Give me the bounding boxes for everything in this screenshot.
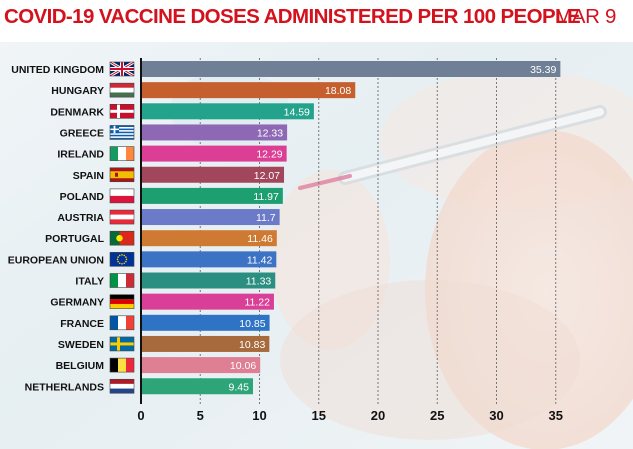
category-label: SWEDEN [58, 339, 104, 351]
bar [141, 209, 280, 226]
bar [141, 61, 561, 77]
category-label: HUNGARY [51, 85, 104, 97]
flag-icon-eu [109, 252, 135, 267]
bar-value-label: 14.59 [284, 106, 310, 118]
category-label: UNITED KINGDOM [11, 64, 104, 76]
x-tick-label: 0 [137, 408, 144, 423]
bar [141, 187, 283, 204]
x-tick-label: 30 [489, 408, 503, 423]
bar-value-label: 18.08 [325, 85, 351, 97]
chart-title: COVID-19 VACCINE DOSES ADMINISTERED PER … [4, 5, 581, 28]
flag-icon-fr [109, 315, 135, 331]
bar [141, 82, 356, 99]
category-label: SPAIN [73, 170, 104, 182]
flag-icon-pl [109, 188, 135, 204]
bar-value-label: 35.39 [530, 64, 556, 76]
bar-value-label: 10.83 [239, 339, 265, 351]
bar-value-label: 11.7 [256, 212, 276, 224]
category-label: PORTUGAL [45, 233, 105, 245]
flag-icon-pt [109, 230, 135, 246]
category-label: BELGIUM [56, 360, 105, 372]
flag-icon-se [109, 336, 135, 352]
flag-icon-es [109, 167, 135, 183]
bar [141, 166, 285, 183]
bar-value-label: 12.33 [257, 127, 283, 139]
flag-icon-at [109, 209, 135, 225]
category-label: IRELAND [57, 149, 104, 161]
bar-value-label: 12.07 [254, 170, 280, 182]
bar-value-label: 11.33 [246, 276, 272, 288]
x-tick-label: 10 [252, 408, 266, 423]
bar-value-label: 12.29 [256, 149, 282, 161]
flag-icon-hu [109, 82, 135, 98]
bar [141, 230, 277, 247]
bar-value-label: 10.06 [230, 360, 256, 372]
bar [141, 145, 287, 162]
flag-icon-ie [109, 146, 135, 161]
category-label: NETHERLANDS [25, 381, 104, 393]
chart-date: MAR 9 [555, 5, 617, 28]
category-labels: UNITED KINGDOM HUNGARY DENMARK GREECE IRELAN… [8, 64, 105, 393]
flag-icon-dk [109, 104, 135, 119]
bar-value-label: 11.97 [253, 191, 279, 203]
flag-icon-gr [109, 125, 135, 140]
flag-icon-it [109, 273, 135, 288]
category-label: EUROPEAN UNION [8, 254, 104, 266]
x-tick-label: 5 [197, 408, 204, 423]
bar [141, 103, 314, 120]
x-axis-ticks: 0 5 10 15 20 25 30 35 [137, 408, 563, 423]
bar [141, 314, 270, 331]
flag-icon-gb [109, 60, 135, 78]
bar-value-label: 10.85 [239, 318, 265, 330]
category-label: FRANCE [60, 318, 104, 330]
bar [141, 335, 270, 352]
bar [141, 378, 253, 395]
category-label: POLAND [60, 191, 105, 203]
x-tick-label: 15 [312, 408, 326, 423]
bar [141, 124, 288, 141]
bar [141, 357, 261, 374]
bar [141, 251, 277, 268]
x-tick-label: 35 [549, 408, 563, 423]
bar-value-label: 11.46 [247, 233, 273, 245]
category-label: GREECE [60, 127, 104, 139]
bar-value-label: 9.45 [229, 381, 250, 393]
x-tick-label: 25 [430, 408, 444, 423]
category-label: DENMARK [50, 106, 104, 118]
category-label: AUSTRIA [57, 212, 104, 224]
flags [109, 60, 135, 394]
title-bar: COVID-19 VACCINE DOSES ADMINISTERED PER … [0, 0, 633, 42]
bar [141, 293, 274, 310]
flag-icon-nl [109, 378, 135, 394]
category-label: GERMANY [50, 297, 104, 309]
x-tick-label: 20 [371, 408, 385, 423]
flag-icon-de [109, 294, 135, 309]
flag-icon-be [109, 357, 135, 373]
bar [141, 272, 276, 289]
bar-value-label: 11.42 [247, 254, 273, 266]
bar-value-label: 11.22 [244, 297, 270, 309]
category-label: ITALY [75, 276, 104, 288]
